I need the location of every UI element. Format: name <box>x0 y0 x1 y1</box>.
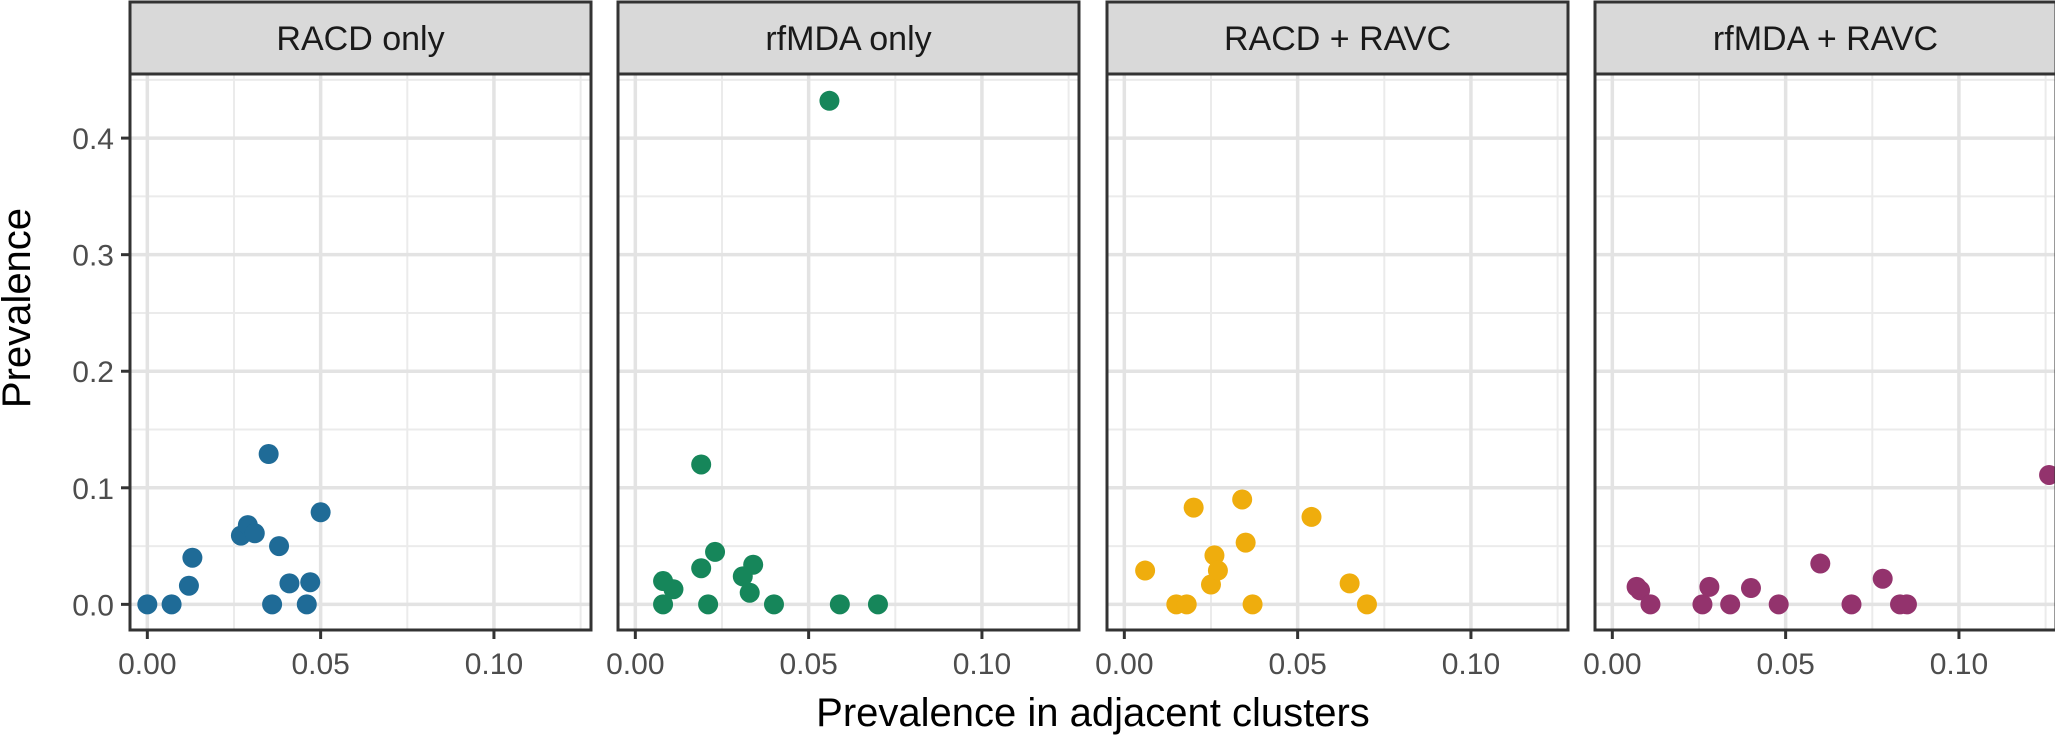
data-point <box>691 558 712 579</box>
data-point <box>1872 568 1893 589</box>
data-point <box>244 523 265 544</box>
y-tick-label: 0.3 <box>72 240 114 273</box>
data-point <box>1692 594 1713 615</box>
data-point <box>1204 545 1225 566</box>
data-point <box>262 594 283 615</box>
data-point <box>1183 497 1204 518</box>
plot-area <box>618 74 1079 630</box>
data-point <box>663 579 684 600</box>
data-point <box>182 547 203 568</box>
data-point <box>705 541 726 562</box>
plot-area <box>1595 74 2055 630</box>
data-point <box>1207 560 1228 581</box>
data-point <box>653 594 674 615</box>
data-point <box>1176 594 1197 615</box>
data-point <box>698 594 719 615</box>
data-point <box>867 594 888 615</box>
facet-strip <box>1105 0 1570 76</box>
data-point <box>2039 464 2055 485</box>
facet-strip-label: rfMDA + RAVC <box>1713 20 1938 58</box>
data-point <box>1720 594 1741 615</box>
data-point <box>258 443 279 464</box>
facet-strip <box>616 0 1081 76</box>
facet-strip-label: rfMDA only <box>765 20 931 58</box>
data-point <box>1301 506 1322 527</box>
data-point <box>269 536 290 557</box>
data-point <box>1841 594 1862 615</box>
data-point <box>279 573 300 594</box>
y-tick-label: 0.1 <box>72 473 114 506</box>
data-point <box>1699 576 1720 597</box>
y-tick-label: 0.2 <box>72 356 114 389</box>
data-point <box>739 582 760 603</box>
data-point <box>1740 578 1761 599</box>
facet-strip <box>128 0 593 76</box>
x-tick-label: 0.10 <box>953 648 1011 681</box>
facet-panel-4: rfMDA + RAVC 0.00 0.05 0.10 <box>1583 0 2055 681</box>
data-point <box>1242 594 1263 615</box>
facet-strip-label: RACD + RAVC <box>1224 20 1451 58</box>
x-tick-label: 0.05 <box>1268 648 1326 681</box>
data-point <box>763 594 784 615</box>
plot-area <box>1107 74 1568 630</box>
panels-layer: RACD only 0.00 0.05 0.10 rfMDA only 0.00 0.05 0… <box>118 0 2055 681</box>
x-tick-label: 0.10 <box>1442 648 1500 681</box>
facet-strip <box>1593 0 2055 76</box>
data-point <box>691 454 712 475</box>
data-point <box>1896 594 1917 615</box>
data-point <box>137 594 158 615</box>
x-tick-label: 0.05 <box>1756 648 1814 681</box>
data-point <box>178 575 199 596</box>
facet-panel-2: rfMDA only 0.00 0.05 0.10 <box>606 0 1081 681</box>
plot-area <box>130 74 591 630</box>
x-tick-label: 0.05 <box>291 648 349 681</box>
data-point <box>1768 594 1789 615</box>
data-point <box>819 90 840 111</box>
x-tick-label: 0.10 <box>1930 648 1988 681</box>
x-tick-label: 0.00 <box>118 648 176 681</box>
data-point <box>1339 573 1360 594</box>
data-point <box>161 594 182 615</box>
data-point <box>829 594 850 615</box>
data-point <box>1135 560 1156 581</box>
x-axis-title: Prevalence in adjacent clusters <box>816 691 1370 735</box>
data-point <box>1235 532 1256 553</box>
data-point <box>1640 594 1661 615</box>
data-point <box>1232 489 1253 510</box>
facet-strip-label: RACD only <box>276 20 444 58</box>
y-axis-title: Prevalence <box>0 208 39 408</box>
data-point <box>1810 553 1831 574</box>
data-point <box>296 594 317 615</box>
x-tick-label: 0.00 <box>1095 648 1153 681</box>
y-tick-label: 0.0 <box>72 589 114 622</box>
facet-panel-1: RACD only 0.00 0.05 0.10 <box>118 0 593 681</box>
y-axis: 0.0 0.1 0.2 0.3 0.4 <box>72 123 130 622</box>
data-point <box>743 554 764 575</box>
data-point <box>300 572 321 593</box>
x-tick-label: 0.05 <box>779 648 837 681</box>
x-tick-label: 0.00 <box>606 648 664 681</box>
facet-panel-3: RACD + RAVC 0.00 0.05 0.10 <box>1095 0 1570 681</box>
x-tick-label: 0.10 <box>465 648 523 681</box>
data-point <box>1356 594 1377 615</box>
data-point <box>310 502 331 523</box>
y-tick-label: 0.4 <box>72 123 114 156</box>
x-tick-label: 0.00 <box>1583 648 1641 681</box>
data-point <box>1630 580 1651 601</box>
